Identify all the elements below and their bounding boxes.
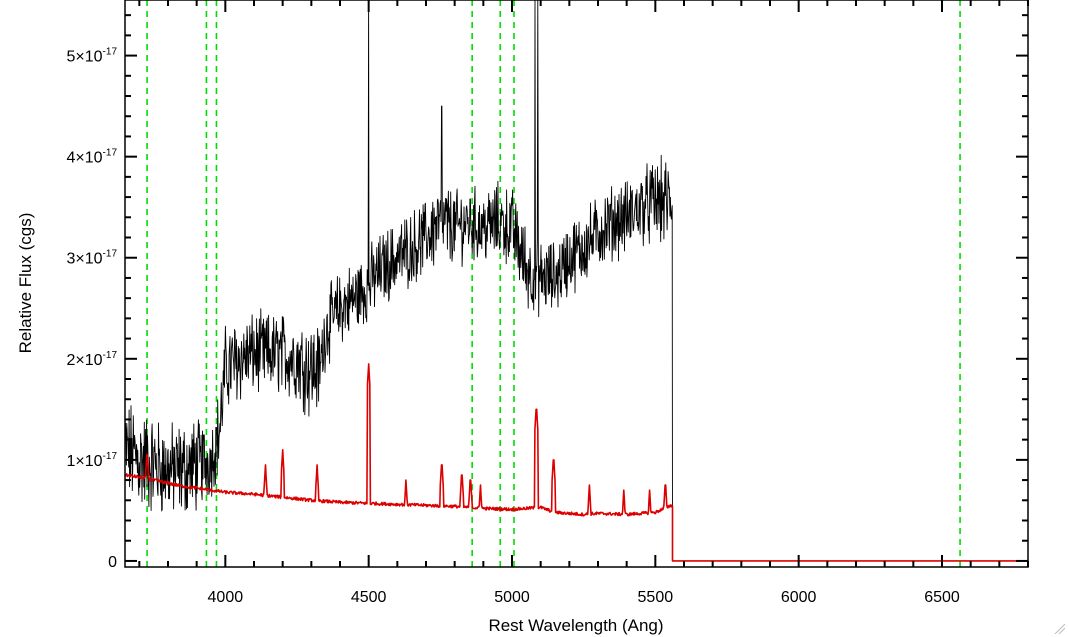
y-tick-label: 1×10-17	[67, 451, 118, 470]
series-layer	[124, 0, 1028, 562]
y-tick-label: 5×10-17	[67, 47, 118, 66]
axis-ticks	[125, 0, 1029, 567]
plot-frame	[124, 0, 1029, 568]
x-tick-label: 4500	[351, 589, 387, 606]
y-tick-label: 2×10-17	[67, 350, 118, 369]
reference-lines	[146, 0, 961, 567]
y-axis-title: Relative Flux (cgs)	[16, 213, 35, 354]
x-tick-label: 4000	[208, 589, 244, 606]
y-tick-label: 4×10-17	[67, 148, 118, 167]
spectrum-line-black	[124, 0, 1028, 562]
x-tick-label: 6500	[924, 589, 960, 606]
y-tick-labels: 0 1×10-17 2×10-17 3×10-17 4×10-17 5×10-17	[67, 47, 118, 571]
x-tick-label: 5500	[638, 589, 674, 606]
x-tick-labels: 4000 4500 5000 5500 6000 6500	[208, 589, 960, 606]
x-tick-label: 5000	[494, 589, 530, 606]
x-tick-label: 6000	[781, 589, 817, 606]
resize-grip-icon[interactable]	[1053, 622, 1065, 634]
x-axis-title: Rest Wavelength (Ang)	[488, 616, 663, 635]
y-tick-label: 3×10-17	[67, 249, 118, 268]
y-tick-label: 0	[108, 554, 117, 571]
spectrum-line-red	[124, 363, 1028, 562]
